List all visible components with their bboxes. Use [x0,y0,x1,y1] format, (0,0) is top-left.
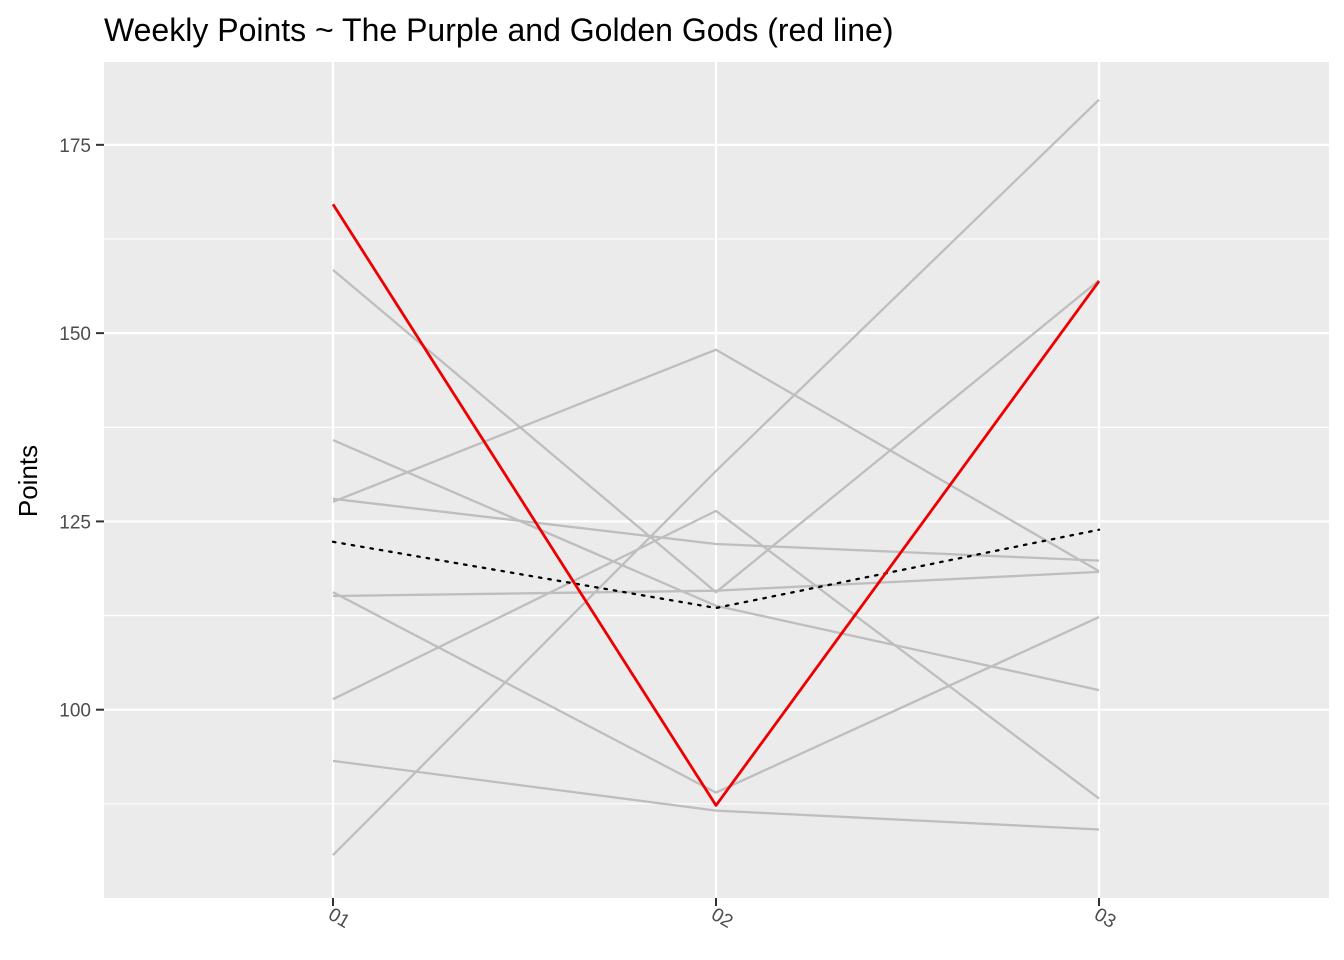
series-line-team-7 [332,509,1100,800]
x-tick-label: 02 [708,904,737,933]
y-tick-label: 125 [59,512,91,533]
series-line-team-9 [332,98,1100,856]
series-line-team-4 [332,497,1100,562]
series-line-team-6 [332,570,1100,598]
series-line-team-5 [332,591,1100,794]
chart-title: Weekly Points ~ The Purple and Golden Go… [104,12,893,48]
y-tick-label: 175 [59,136,91,157]
series-line-team-3 [332,439,1100,692]
x-tick-label: 01 [325,904,354,933]
series-line-average [331,528,1101,610]
x-tick-label: 03 [1091,904,1120,933]
y-axis-title: Points [13,445,43,517]
y-tick-label: 100 [59,701,91,722]
plot-area: 100 125 150 175 01 02 03 [59,62,1329,933]
series-line-team-1 [332,269,1100,594]
series-line-highlight [331,203,1101,807]
series-line-team-8 [332,759,1100,831]
y-tick-label: 150 [59,324,91,345]
series-line-team-2 [332,348,1100,573]
